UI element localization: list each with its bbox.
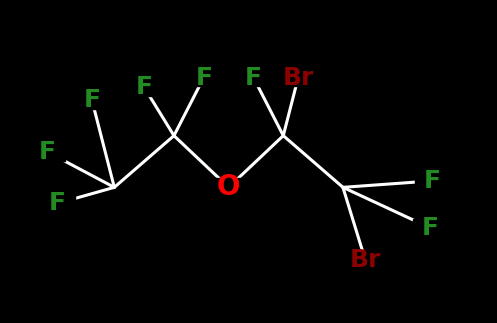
- Bar: [415, 172, 450, 190]
- Bar: [268, 69, 328, 87]
- Text: F: F: [83, 88, 100, 112]
- Bar: [335, 251, 395, 269]
- Text: Br: Br: [349, 248, 381, 272]
- Bar: [30, 143, 65, 161]
- Bar: [186, 69, 221, 87]
- Text: O: O: [217, 173, 241, 201]
- Text: F: F: [424, 169, 441, 193]
- Bar: [127, 78, 162, 96]
- Bar: [75, 91, 109, 109]
- Text: F: F: [421, 216, 438, 240]
- Text: F: F: [195, 66, 212, 89]
- Bar: [211, 179, 246, 196]
- Bar: [236, 69, 271, 87]
- Bar: [40, 194, 75, 213]
- Bar: [413, 219, 447, 236]
- Text: F: F: [136, 75, 153, 99]
- Text: F: F: [49, 192, 66, 215]
- Text: Br: Br: [282, 66, 314, 89]
- Text: F: F: [39, 140, 56, 164]
- Text: F: F: [245, 66, 262, 89]
